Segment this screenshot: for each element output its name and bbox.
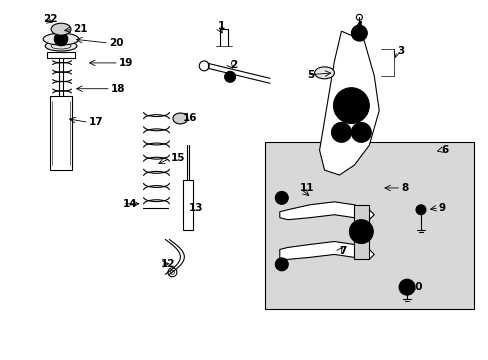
Text: 5: 5 <box>307 70 314 80</box>
Circle shape <box>275 192 287 204</box>
Circle shape <box>275 258 287 271</box>
Bar <box>183 180 193 230</box>
Ellipse shape <box>51 23 71 35</box>
Ellipse shape <box>45 41 77 51</box>
Circle shape <box>398 279 414 295</box>
Text: 11: 11 <box>299 183 314 193</box>
Circle shape <box>54 32 68 46</box>
Polygon shape <box>47 52 75 58</box>
Text: 15: 15 <box>170 153 184 163</box>
Text: 3: 3 <box>396 46 404 56</box>
Circle shape <box>351 25 366 41</box>
Text: 13: 13 <box>188 203 203 213</box>
Circle shape <box>351 122 370 142</box>
Text: 1: 1 <box>218 21 225 31</box>
Circle shape <box>415 205 425 215</box>
Text: 16: 16 <box>182 113 197 123</box>
FancyBboxPatch shape <box>264 142 473 309</box>
Text: 10: 10 <box>408 282 423 292</box>
Text: 21: 21 <box>73 24 87 34</box>
Text: 20: 20 <box>108 38 123 48</box>
Circle shape <box>333 88 368 123</box>
Text: 8: 8 <box>400 183 407 193</box>
Circle shape <box>349 220 372 243</box>
Polygon shape <box>319 31 379 175</box>
Text: 14: 14 <box>122 199 137 209</box>
Bar <box>50 96 72 170</box>
Text: 12: 12 <box>160 259 175 269</box>
Polygon shape <box>354 205 368 260</box>
Circle shape <box>331 122 351 142</box>
Text: 18: 18 <box>111 84 125 94</box>
Ellipse shape <box>43 33 79 45</box>
Text: 6: 6 <box>440 145 447 155</box>
Text: 9: 9 <box>438 203 445 213</box>
Text: 17: 17 <box>89 117 103 127</box>
Ellipse shape <box>314 67 334 79</box>
Text: 19: 19 <box>119 58 133 68</box>
Ellipse shape <box>173 113 187 124</box>
Circle shape <box>224 71 235 82</box>
Polygon shape <box>279 242 373 260</box>
Text: 7: 7 <box>339 247 346 256</box>
Text: 2: 2 <box>230 60 237 70</box>
Text: 4: 4 <box>355 21 362 31</box>
Text: 22: 22 <box>43 14 58 24</box>
Polygon shape <box>279 202 373 220</box>
